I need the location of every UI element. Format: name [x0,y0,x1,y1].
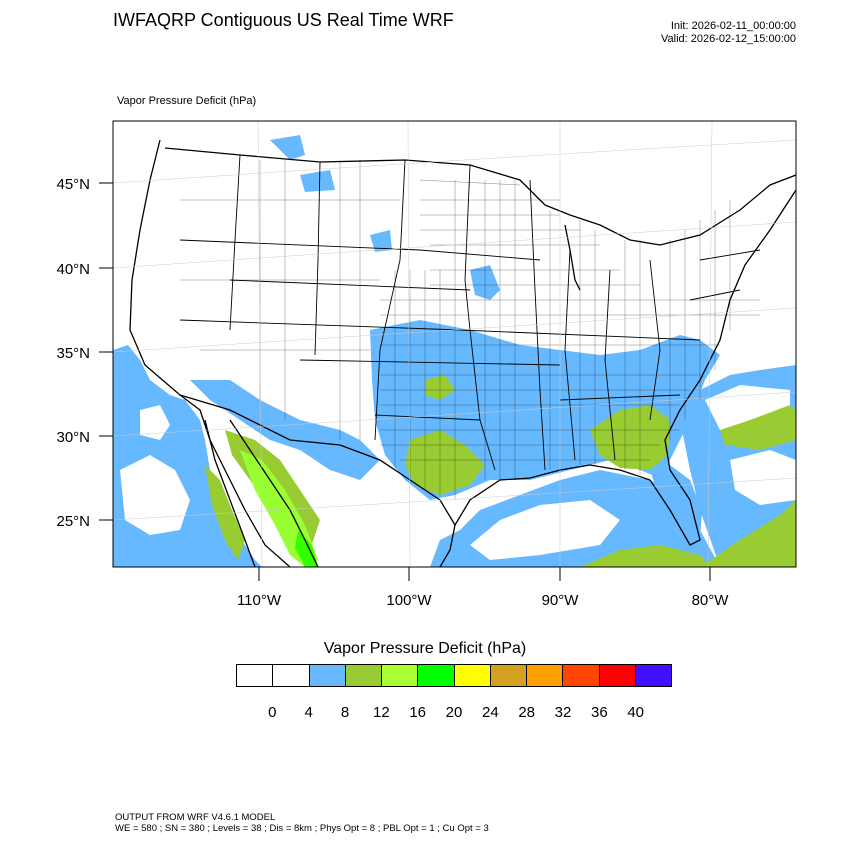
gulf-white-patch [470,500,620,560]
southwest-blue-shading [190,380,380,480]
valid-time-label: Valid: 2026-02-12_15:00:00 [661,33,796,45]
mexico-green-core [295,530,318,567]
lon-label-100w: 100°W [386,592,432,609]
atlantic-green-band [720,405,796,450]
lon-labels: 110°W 100°W 90°W 80°W [237,592,729,609]
pacific-white-patch [120,455,190,535]
gulf-green-strip [580,545,710,567]
atlantic-white-patch-2 [730,450,796,505]
colorbar-box [308,664,346,687]
lon-ticks [258,567,711,581]
colorbar-box [634,664,672,687]
footer-model-line: OUTPUT FROM WRF V4.6.1 MODEL [115,812,276,823]
baja-coast [204,419,256,567]
lat-ticks [99,182,113,521]
pacific-white-patch-2 [140,405,170,440]
panel-variable-label: Vapor Pressure Deficit (hPa) [117,95,257,107]
colorbar-box [598,664,636,687]
baja-green [205,465,245,560]
lon-label-80w: 80°W [692,592,730,609]
colorbar-box [381,664,419,687]
colorbar-box [489,664,527,687]
chart-title: IWFAQRP Contiguous US Real Time WRF [113,10,454,30]
florida-blue [650,465,702,545]
lat-label-45n: 45°N [56,176,90,193]
lon-label-110w: 110°W [237,592,282,609]
east-coast [649,189,796,546]
county-lines [180,160,760,500]
colorbar-box [453,664,491,687]
lon-label-90w: 90°W [542,592,580,609]
lat-labels: 45°N 40°N 35°N 30°N 25°N [56,176,90,530]
init-time-label: Init: 2026-02-11_00:00:00 [670,20,796,32]
lat-label-25n: 25°N [56,513,90,530]
lat-label-35n: 35°N [56,345,90,362]
caribbean-green [700,500,796,567]
lat-label-30n: 30°N [56,429,90,446]
colorbar-box [236,664,274,687]
colorbar-box [417,664,455,687]
colorbar-box [526,664,564,687]
map-frame [112,120,797,568]
colorbar-box [562,664,600,687]
colorbar-box [272,664,310,687]
southeast-green [590,405,670,470]
great-lakes-outline [544,174,796,246]
lat-label-40n: 40°N [56,261,90,278]
colorbar-box [344,664,382,687]
nw-blue-flecks [270,135,392,252]
colorbar-title: Vapor Pressure Deficit (hPa) [323,640,527,657]
gulf-of-california-coast [229,419,319,567]
us-mexico-border [179,394,456,526]
footer-config-line: WE = 580 ; SN = 380 ; Levels = 38 ; Dis … [115,823,489,834]
colorbar [236,664,672,687]
map-content [113,121,796,567]
county-grid [180,160,760,500]
